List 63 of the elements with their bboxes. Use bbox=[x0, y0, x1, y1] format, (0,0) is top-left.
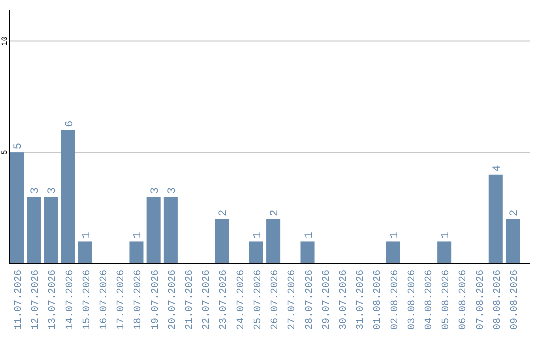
bar bbox=[10, 152, 24, 264]
bar bbox=[44, 197, 58, 264]
x-tick-label: 07.08.2026 bbox=[476, 270, 487, 330]
bar bbox=[266, 219, 281, 264]
bar bbox=[386, 242, 400, 264]
bar bbox=[146, 197, 161, 264]
x-tick-label: 25.07.2026 bbox=[253, 270, 264, 330]
x-tick-label: 15.07.2026 bbox=[82, 270, 94, 330]
x-tick-label: 14.07.2026 bbox=[65, 270, 76, 330]
x-tick-label: 05.08.2026 bbox=[442, 270, 453, 330]
x-tick-label: 12.07.2026 bbox=[31, 270, 42, 330]
x-tick-label: 30.07.2026 bbox=[338, 270, 350, 330]
bar bbox=[438, 242, 452, 264]
y-tick-label: 10 bbox=[1, 36, 10, 46]
bar bbox=[61, 130, 76, 264]
data-label: 1 bbox=[440, 232, 453, 239]
x-tick-label: 16.07.2026 bbox=[100, 270, 111, 330]
data-label: 1 bbox=[389, 232, 402, 239]
bar bbox=[130, 242, 144, 264]
x-tick-label: 20.07.2026 bbox=[168, 270, 179, 330]
x-tick-label: 28.07.2026 bbox=[304, 270, 316, 330]
data-label: 3 bbox=[166, 188, 179, 194]
bar bbox=[506, 219, 520, 264]
data-label: 3 bbox=[30, 188, 42, 194]
data-label: 1 bbox=[304, 232, 316, 239]
bar bbox=[78, 242, 92, 264]
x-tick-label: 06.08.2026 bbox=[458, 270, 470, 330]
x-tick-label: 13.07.2026 bbox=[48, 270, 60, 330]
x-tick-label: 26.07.2026 bbox=[270, 270, 282, 330]
x-tick-label: 03.08.2026 bbox=[407, 270, 418, 330]
data-label: 1 bbox=[132, 232, 145, 239]
x-tick-label: 09.08.2026 bbox=[510, 270, 521, 330]
x-tick-label: 27.07.2026 bbox=[288, 270, 299, 330]
x-tick-label: 18.07.2026 bbox=[134, 270, 145, 330]
data-label: 5 bbox=[13, 142, 26, 150]
bar bbox=[488, 174, 503, 264]
x-tick-label: 22.07.2026 bbox=[202, 270, 214, 330]
data-label: 1 bbox=[252, 232, 264, 239]
x-tick-label: 31.07.2026 bbox=[356, 270, 368, 330]
bar bbox=[164, 197, 178, 264]
bar bbox=[215, 219, 230, 264]
data-label: 3 bbox=[47, 188, 60, 194]
data-label: 4 bbox=[492, 164, 504, 172]
x-tick-label: 23.07.2026 bbox=[219, 270, 230, 330]
bar bbox=[249, 242, 264, 264]
x-tick-label: 17.07.2026 bbox=[116, 270, 128, 330]
data-label: 2 bbox=[218, 210, 230, 216]
bar bbox=[27, 197, 42, 264]
x-tick-label: 24.07.2026 bbox=[236, 270, 248, 330]
x-tick-label: 08.08.2026 bbox=[492, 270, 504, 330]
data-label: 6 bbox=[64, 120, 76, 128]
data-label: 1 bbox=[81, 232, 94, 239]
data-label: 3 bbox=[150, 188, 162, 194]
data-label: 2 bbox=[508, 210, 521, 216]
x-tick-label: 19.07.2026 bbox=[150, 270, 162, 330]
x-tick-label: 02.08.2026 bbox=[390, 270, 402, 330]
x-tick-label: 01.08.2026 bbox=[373, 270, 384, 330]
x-tick-label: 04.08.2026 bbox=[424, 270, 436, 330]
bar bbox=[300, 242, 315, 264]
x-tick-label: 11.07.2026 bbox=[14, 270, 26, 330]
x-tick-label: 21.07.2026 bbox=[185, 270, 196, 330]
x-tick-label: 29.07.2026 bbox=[322, 270, 333, 330]
data-label: 2 bbox=[270, 210, 282, 216]
